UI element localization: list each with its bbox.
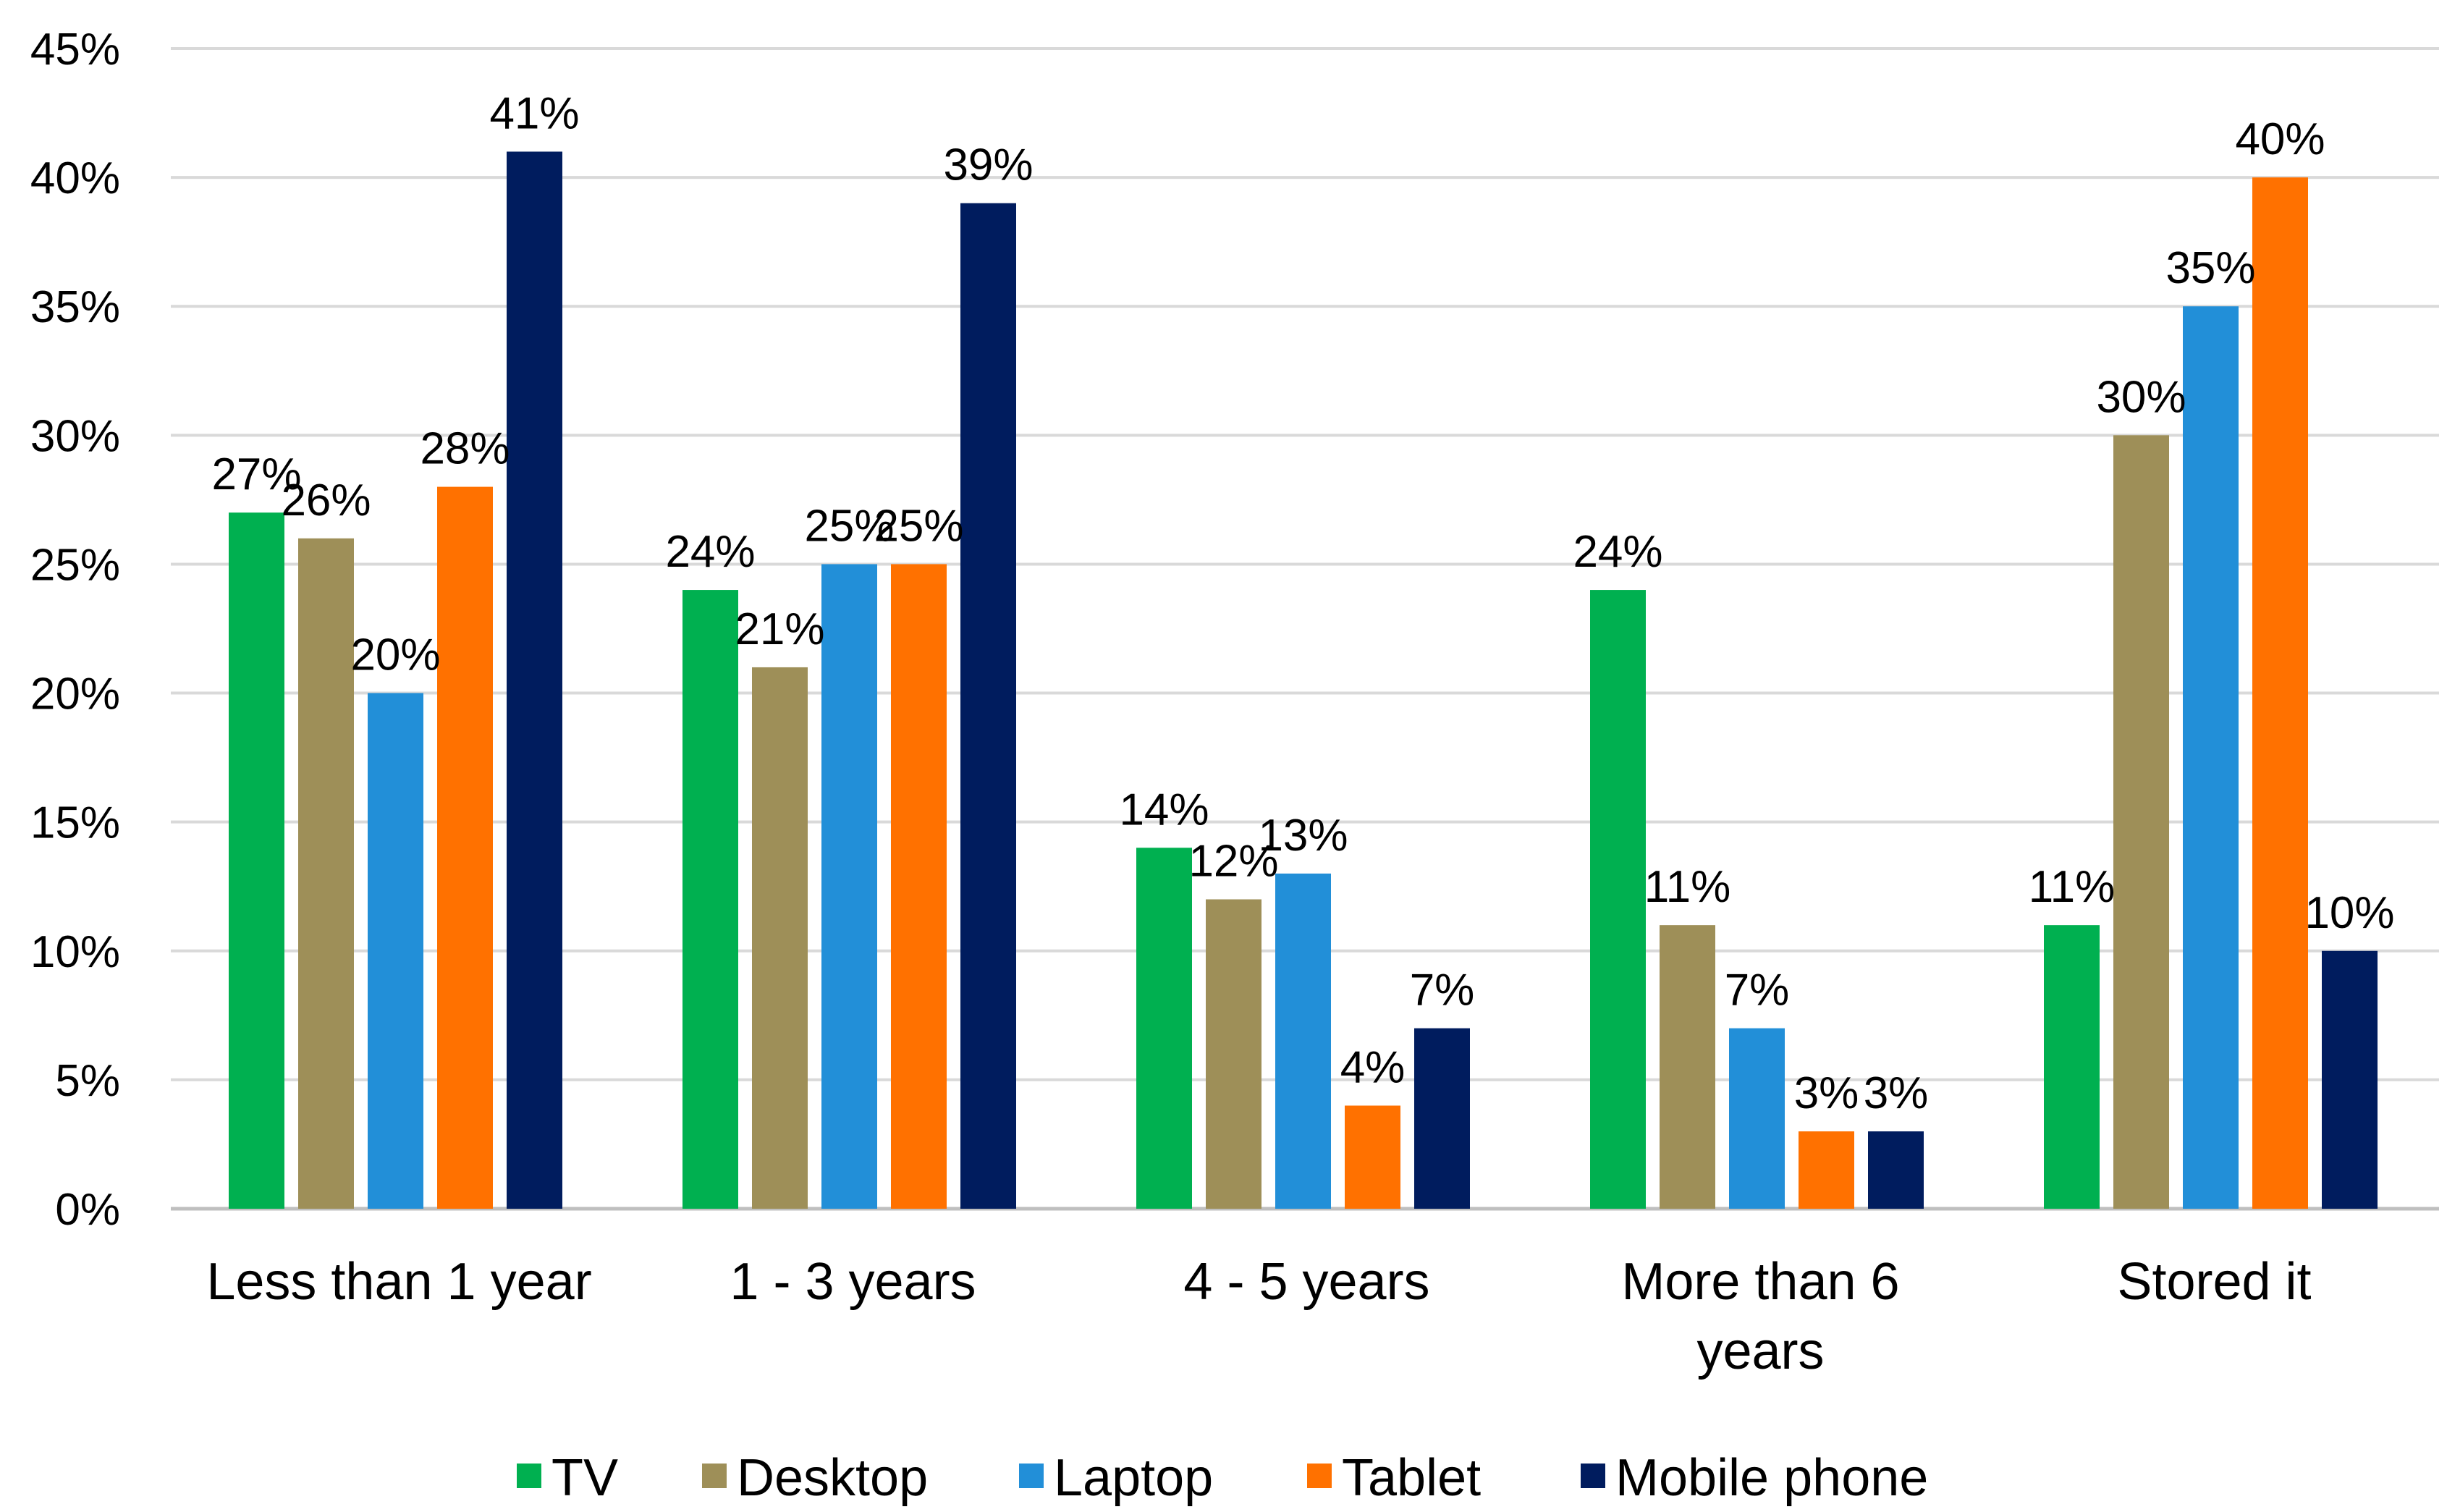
bar-mobile-phone: [1868, 1131, 1924, 1209]
bar-tablet: [1345, 1105, 1400, 1209]
y-tick-label: 0%: [55, 1185, 120, 1235]
bar-desktop: [298, 538, 354, 1209]
y-tick-label: 45%: [30, 25, 120, 75]
bar-desktop: [2113, 435, 2169, 1209]
data-label: 20%: [350, 630, 440, 680]
legend: TV Desktop Laptop Tablet Mobile phone: [517, 1449, 1928, 1507]
x-category-label: Less than 1 year: [206, 1253, 591, 1311]
data-label: 24%: [1573, 527, 1662, 577]
data-label: 25%: [804, 501, 894, 551]
data-label: 40%: [2235, 114, 2325, 164]
x-category-label: years: [1696, 1322, 1824, 1380]
bar-tv: [229, 512, 284, 1209]
data-label: 14%: [1119, 785, 1209, 835]
legend-label: Desktop: [737, 1449, 928, 1507]
y-tick-label: 40%: [30, 153, 120, 203]
bars: [229, 151, 2378, 1209]
bar-mobile-phone: [1414, 1028, 1470, 1209]
bar-desktop: [1206, 899, 1261, 1209]
legend-swatch: [702, 1464, 727, 1488]
data-label: 11%: [1644, 862, 1731, 912]
bar-tv: [1590, 590, 1646, 1209]
data-label: 7%: [1725, 966, 1790, 1015]
bar-laptop: [821, 564, 877, 1209]
legend-label: Tablet: [1342, 1449, 1481, 1507]
data-label: 7%: [1410, 966, 1475, 1015]
bar-tablet: [891, 564, 947, 1209]
data-label: 25%: [874, 501, 963, 551]
bar-laptop: [1275, 873, 1331, 1209]
x-axis-categories: Less than 1 year 1 - 3 years 4 - 5 years Mo…: [206, 1253, 2311, 1380]
legend-swatch: [517, 1464, 541, 1488]
legend-label: Laptop: [1054, 1449, 1213, 1507]
legend-swatch: [1581, 1464, 1605, 1488]
y-tick-label: 20%: [30, 670, 120, 719]
data-labels: 27%26% 20% 28% 41% 24% 21% 25%25% 39% 14%12%13% 4…: [211, 88, 2394, 1118]
y-tick-label: 25%: [30, 540, 120, 590]
bar-tablet: [1799, 1131, 1854, 1209]
data-label: 3%: [1864, 1068, 1929, 1118]
bar-mobile-phone: [2322, 950, 2378, 1209]
data-label: 26%: [281, 476, 371, 525]
bar-tv: [682, 590, 738, 1209]
bar-mobile-phone: [507, 151, 562, 1209]
data-label: 21%: [735, 604, 824, 654]
bar-desktop: [752, 667, 808, 1209]
y-axis-ticks: 0% 5% 10% 15% 20% 25% 30% 35% 40% 45%: [30, 25, 120, 1235]
bar-desktop: [1660, 925, 1715, 1209]
x-category-label: 1 - 3 years: [730, 1253, 976, 1311]
data-label: 39%: [943, 140, 1033, 190]
bar-tablet: [437, 486, 493, 1209]
legend-swatch: [1019, 1464, 1044, 1488]
data-label: 3%: [1794, 1068, 1859, 1118]
y-tick-label: 10%: [30, 927, 120, 977]
y-tick-label: 35%: [30, 282, 120, 332]
legend-label: TV: [551, 1449, 618, 1507]
legend-swatch: [1307, 1464, 1332, 1488]
bar-laptop: [2183, 306, 2239, 1209]
data-label: 27%: [211, 449, 301, 499]
data-label: 10%: [2304, 888, 2394, 938]
data-label: 41%: [489, 88, 579, 138]
data-label: 28%: [420, 424, 510, 474]
bar-tablet: [2252, 177, 2308, 1209]
data-label: 11%: [2029, 862, 2116, 912]
y-tick-label: 30%: [30, 411, 120, 461]
bar-tv: [2044, 925, 2100, 1209]
bar-laptop: [368, 693, 423, 1209]
data-label: 12%: [1188, 837, 1278, 887]
data-label: 35%: [2165, 243, 2255, 293]
data-label: 13%: [1258, 811, 1348, 861]
x-category-label: Stored it: [2117, 1253, 2311, 1311]
bar-tv: [1136, 848, 1192, 1209]
data-label: 30%: [2096, 372, 2186, 422]
bar-mobile-phone: [960, 203, 1016, 1209]
data-label: 24%: [665, 527, 755, 577]
x-category-label: More than 6: [1621, 1253, 1899, 1311]
bar-laptop: [1729, 1028, 1785, 1209]
x-category-label: 4 - 5 years: [1183, 1253, 1429, 1311]
legend-label: Mobile phone: [1615, 1449, 1928, 1507]
y-tick-label: 15%: [30, 798, 120, 848]
y-tick-label: 5%: [55, 1056, 120, 1106]
data-label: 4%: [1340, 1043, 1406, 1093]
